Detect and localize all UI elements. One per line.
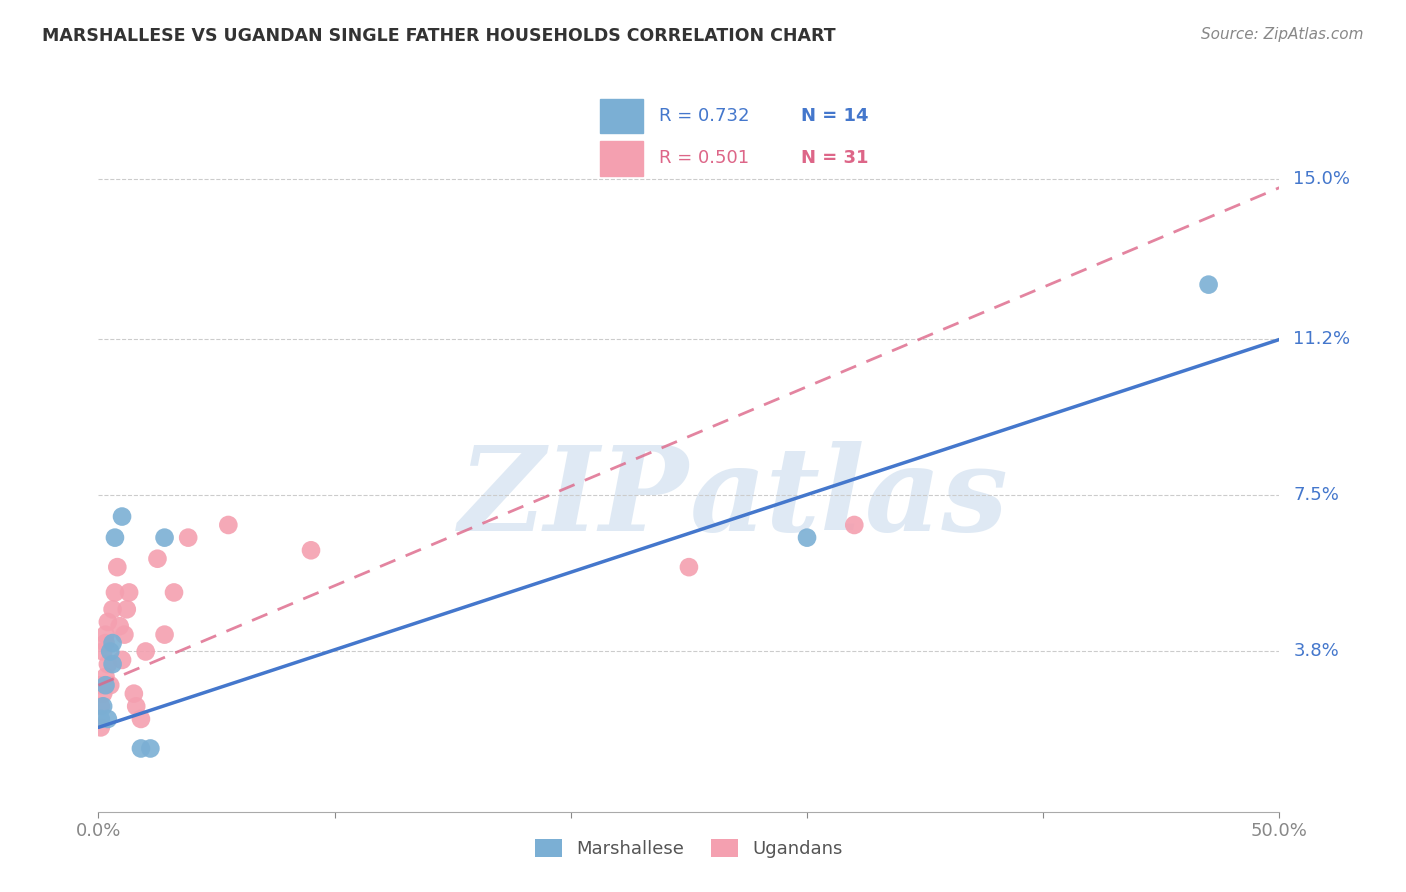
Y-axis label: Single Father Households: Single Father Households <box>0 359 8 569</box>
Point <box>177 531 200 545</box>
Point <box>125 699 148 714</box>
Point <box>135 644 157 658</box>
Point <box>97 712 120 726</box>
Point <box>94 636 117 650</box>
Point <box>678 560 700 574</box>
Text: 7.5%: 7.5% <box>1294 486 1340 505</box>
Point <box>153 531 176 545</box>
Point <box>844 518 866 533</box>
Point <box>90 699 112 714</box>
Bar <box>600 141 643 176</box>
Text: 15.0%: 15.0% <box>1294 170 1350 188</box>
Text: R = 0.732: R = 0.732 <box>658 107 749 125</box>
Point <box>163 585 186 599</box>
Text: Source: ZipAtlas.com: Source: ZipAtlas.com <box>1201 27 1364 42</box>
Point <box>129 741 152 756</box>
Point <box>796 531 818 545</box>
Point <box>118 585 141 599</box>
Point <box>115 602 138 616</box>
Point <box>97 657 120 672</box>
Point <box>111 653 134 667</box>
Point <box>299 543 322 558</box>
Point <box>91 644 114 658</box>
Point <box>91 699 114 714</box>
Text: N = 31: N = 31 <box>801 149 869 167</box>
Point <box>104 531 127 545</box>
Point <box>105 560 128 574</box>
Point <box>146 551 169 566</box>
Point <box>101 657 124 672</box>
Point <box>139 741 162 756</box>
Point <box>129 712 152 726</box>
Point <box>153 627 176 641</box>
Point <box>94 670 117 684</box>
Point <box>90 712 112 726</box>
Point <box>1198 277 1220 292</box>
Point <box>98 678 121 692</box>
Point <box>91 687 114 701</box>
Point <box>217 518 239 533</box>
Point <box>90 678 112 692</box>
Text: ZIP: ZIP <box>458 442 689 556</box>
Point <box>101 602 124 616</box>
Text: 11.2%: 11.2% <box>1294 330 1351 349</box>
Point <box>111 509 134 524</box>
Point <box>104 585 127 599</box>
Point <box>122 687 145 701</box>
Point <box>94 678 117 692</box>
Point <box>90 720 112 734</box>
Text: atlas: atlas <box>689 442 1008 556</box>
Point <box>94 627 117 641</box>
Point <box>112 627 135 641</box>
Text: MARSHALLESE VS UGANDAN SINGLE FATHER HOUSEHOLDS CORRELATION CHART: MARSHALLESE VS UGANDAN SINGLE FATHER HOU… <box>42 27 835 45</box>
Bar <box>600 99 643 133</box>
Text: 3.8%: 3.8% <box>1294 642 1339 660</box>
Text: R = 0.501: R = 0.501 <box>658 149 749 167</box>
Text: N = 14: N = 14 <box>801 107 869 125</box>
Point <box>98 644 121 658</box>
Point <box>101 636 124 650</box>
Point <box>108 619 131 633</box>
Legend: Marshallese, Ugandans: Marshallese, Ugandans <box>527 831 851 865</box>
Point <box>97 615 120 629</box>
